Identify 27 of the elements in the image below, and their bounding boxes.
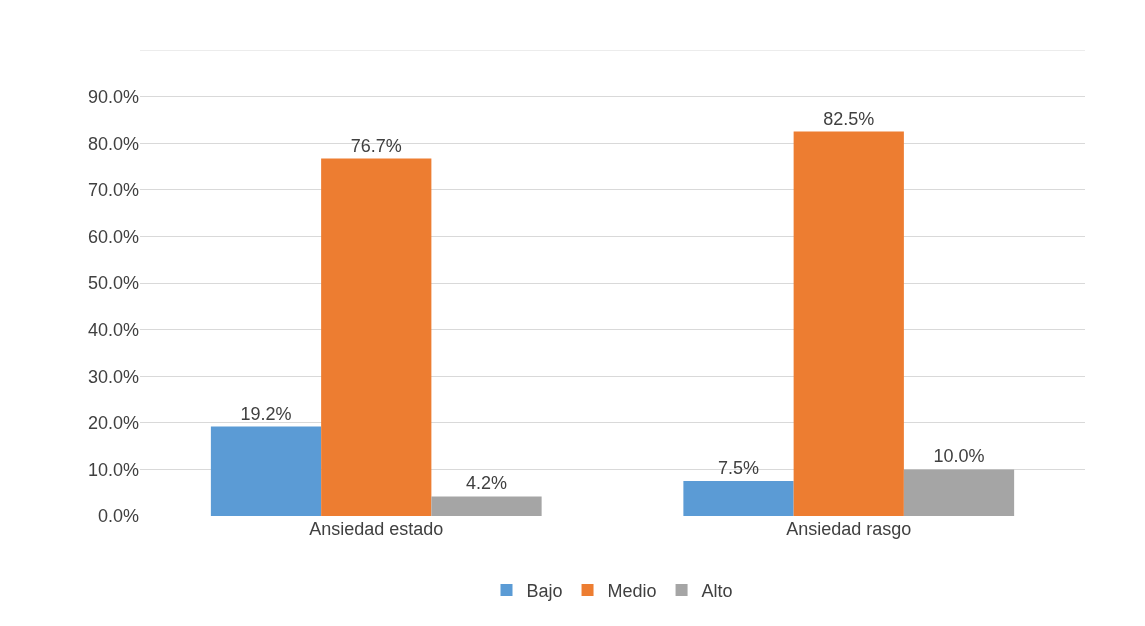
y-tick-label: 60.0% — [87, 226, 139, 247]
data-label: 19.2% — [240, 403, 292, 424]
y-tick-label: 70.0% — [87, 180, 139, 201]
bar — [321, 158, 432, 516]
y-tick-label: 0.0% — [97, 506, 139, 527]
data-label: 76.7% — [350, 135, 402, 156]
data-label: 82.5% — [823, 108, 875, 129]
legend-label: Bajo — [526, 581, 563, 602]
data-label: 4.2% — [465, 473, 508, 494]
y-tick-label: 10.0% — [87, 459, 139, 480]
bar — [210, 426, 322, 516]
y-tick-label: 90.0% — [87, 86, 139, 107]
legend-label: Alto — [701, 581, 733, 602]
data-label: 10.0% — [933, 446, 985, 467]
bar — [793, 131, 904, 516]
data-label: 7.5% — [717, 458, 760, 479]
bar — [431, 496, 542, 516]
bar — [683, 481, 794, 516]
y-tick-label: 40.0% — [87, 319, 139, 340]
bar — [903, 469, 1015, 516]
y-tick-label: 80.0% — [87, 133, 139, 154]
y-tick-label: 20.0% — [87, 413, 139, 434]
x-tick-label: Ansiedad rasgo — [786, 519, 912, 539]
y-tick-label: 30.0% — [87, 366, 139, 387]
x-tick-label: Ansiedad estado — [309, 519, 444, 539]
y-tick-label: 50.0% — [87, 273, 139, 294]
legend-label: Medio — [607, 581, 657, 602]
